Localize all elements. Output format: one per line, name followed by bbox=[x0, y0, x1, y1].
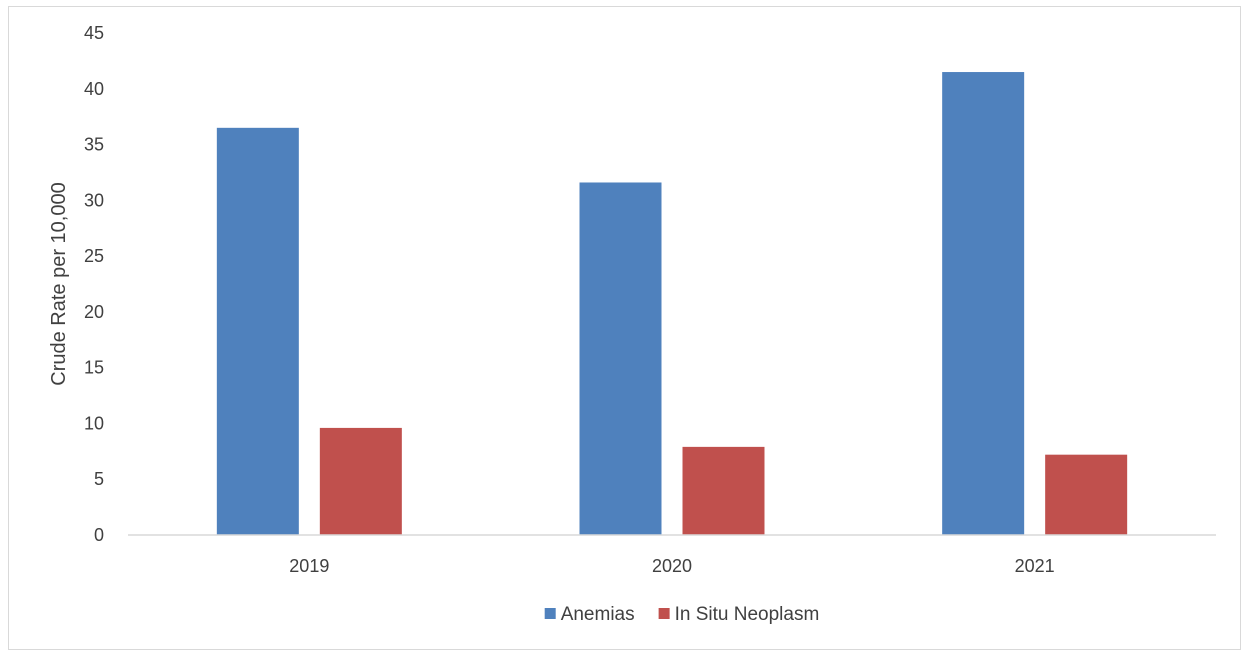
legend: Anemias In Situ Neoplasm bbox=[544, 604, 820, 625]
legend-swatch bbox=[544, 608, 556, 619]
y-axis-title: Crude Rate per 10,000 bbox=[48, 182, 70, 385]
y-tick-label: 20 bbox=[84, 302, 104, 322]
y-axis-ticks: 0 5 10 15 20 25 30 35 40 45 bbox=[84, 23, 104, 545]
bar-anemias-2020 bbox=[579, 182, 662, 536]
y-tick-label: 30 bbox=[84, 190, 104, 210]
legend-label: In Situ Neoplasm bbox=[675, 604, 820, 625]
y-tick-label: 45 bbox=[84, 23, 104, 43]
x-axis-ticks: 2019 2020 2021 bbox=[289, 556, 1054, 576]
y-tick-label: 25 bbox=[84, 246, 104, 266]
bar-in-situ-neoplasm-2019 bbox=[319, 427, 402, 535]
x-tick-label: 2021 bbox=[1015, 556, 1055, 576]
legend-swatch bbox=[658, 608, 670, 619]
bar-anemias-2019 bbox=[216, 127, 299, 536]
y-tick-label: 0 bbox=[94, 525, 104, 545]
bar-anemias-2021 bbox=[942, 72, 1025, 536]
legend-item-anemias: Anemias bbox=[544, 604, 635, 625]
y-tick-label: 5 bbox=[94, 469, 104, 489]
x-tick-label: 2020 bbox=[652, 556, 692, 576]
bar-in-situ-neoplasm-2020 bbox=[682, 446, 765, 535]
legend-label: Anemias bbox=[561, 604, 635, 625]
y-tick-label: 35 bbox=[84, 135, 104, 155]
y-tick-label: 15 bbox=[84, 358, 104, 378]
y-tick-label: 40 bbox=[84, 79, 104, 99]
bars bbox=[216, 72, 1128, 536]
x-tick-label: 2019 bbox=[289, 556, 329, 576]
y-tick-label: 10 bbox=[84, 413, 104, 433]
bar-in-situ-neoplasm-2021 bbox=[1045, 454, 1128, 535]
legend-item-in-situ-neoplasm: In Situ Neoplasm bbox=[658, 604, 820, 625]
